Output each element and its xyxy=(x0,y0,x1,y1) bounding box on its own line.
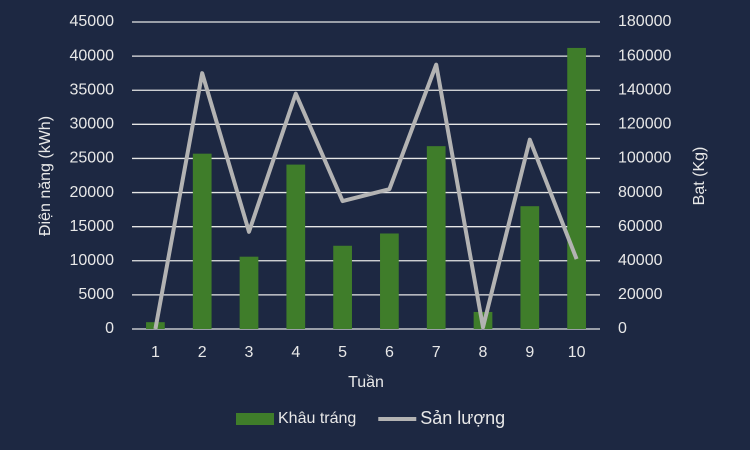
x-tick-label: 9 xyxy=(525,344,534,361)
x-tick-label: 8 xyxy=(479,344,488,361)
x-tick-label: 3 xyxy=(245,344,254,361)
y2-tick-label: 0 xyxy=(618,320,627,337)
y-tick-label: 40000 xyxy=(70,47,115,64)
y2-tick-label: 60000 xyxy=(618,218,663,235)
y-tick-label: 0 xyxy=(105,320,114,337)
line xyxy=(153,62,579,330)
bar xyxy=(239,256,259,329)
y2-tick-label: 100000 xyxy=(618,150,671,167)
y2-tick-label: 20000 xyxy=(618,286,663,303)
x-tick-label: 10 xyxy=(568,344,586,361)
y-tick-label: 45000 xyxy=(70,13,115,30)
y2-tick-label: 40000 xyxy=(618,252,663,269)
y2-axis-title: Bạt (Kg) xyxy=(691,147,708,206)
y2-tick-label: 80000 xyxy=(618,184,663,201)
legend-swatch xyxy=(236,413,274,425)
y-tick-label: 15000 xyxy=(70,218,115,235)
x-tick-label: 6 xyxy=(385,344,394,361)
legend-label: Khâu tráng xyxy=(278,410,356,427)
y-tick-label: 30000 xyxy=(70,116,115,133)
y2-tick-label: 120000 xyxy=(618,116,671,133)
y-axis-title: Điện năng (kWh) xyxy=(37,116,54,236)
x-axis-title: Tuần xyxy=(348,374,384,391)
bar xyxy=(380,233,399,329)
x-tick-label: 5 xyxy=(338,344,347,361)
bar xyxy=(192,153,212,329)
y-tick-label: 10000 xyxy=(70,252,115,269)
x-tick-label: 1 xyxy=(151,344,160,361)
y-tick-label: 35000 xyxy=(70,81,115,98)
x-tick-label: 7 xyxy=(432,344,441,361)
y2-tick-label: 140000 xyxy=(618,81,671,98)
bar xyxy=(286,164,306,329)
bar xyxy=(333,245,352,329)
y-tick-label: 20000 xyxy=(70,184,115,201)
y-tick-label: 5000 xyxy=(78,286,114,303)
x-tick-label: 4 xyxy=(291,344,300,361)
bar xyxy=(426,146,446,329)
y-tick-label: 25000 xyxy=(70,150,115,167)
legend-label: Sản lượng xyxy=(420,408,505,428)
y2-tick-label: 160000 xyxy=(618,47,671,64)
bar xyxy=(520,206,540,329)
y2-tick-label: 180000 xyxy=(618,13,671,30)
bar xyxy=(567,47,586,330)
x-tick-label: 2 xyxy=(198,344,207,361)
